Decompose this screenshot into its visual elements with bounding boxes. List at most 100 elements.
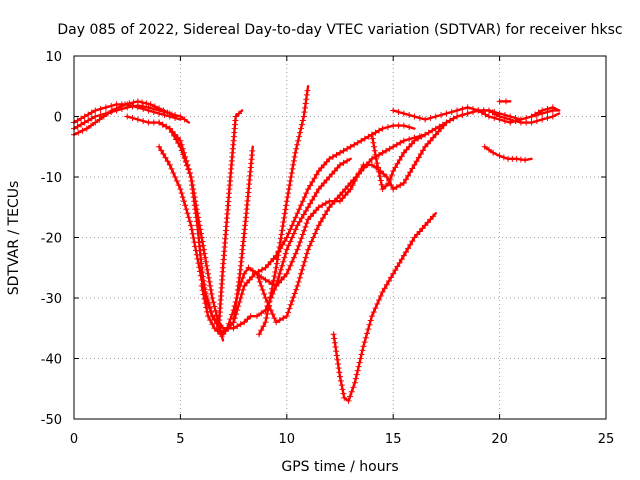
data-point-marker (235, 282, 242, 289)
data-point-marker (330, 331, 337, 338)
data-point-marker (331, 198, 338, 205)
series-trace-15 (481, 143, 533, 164)
data-point-marker (319, 202, 326, 209)
data-point-marker (266, 278, 273, 285)
data-point-marker (280, 315, 287, 322)
data-point-marker (207, 286, 214, 293)
data-point-marker (196, 264, 203, 271)
data-point-marker (264, 306, 271, 313)
data-point-marker (485, 146, 492, 153)
data-point-marker (268, 289, 275, 296)
data-point-marker (236, 274, 243, 281)
data-point-marker (398, 256, 405, 263)
data-series (71, 85, 561, 404)
data-point-marker (130, 99, 137, 106)
data-point-marker (369, 135, 376, 142)
data-point-marker (290, 218, 297, 225)
data-point-marker (299, 198, 306, 205)
data-point-marker (317, 218, 324, 225)
data-point-marker (247, 313, 254, 320)
data-point-marker (326, 155, 333, 162)
data-point-marker (290, 294, 297, 301)
data-point-marker (282, 206, 289, 213)
data-point-marker (173, 178, 180, 185)
data-point-marker (277, 266, 284, 273)
data-point-marker (191, 198, 198, 205)
data-point-marker (209, 295, 216, 301)
data-point-marker (203, 262, 210, 269)
data-point-marker (198, 276, 205, 283)
data-point-marker (481, 143, 488, 150)
x-tick-label: 10 (279, 432, 296, 447)
data-point-marker (200, 291, 207, 298)
data-point-marker (382, 183, 389, 190)
data-point-marker (430, 134, 437, 141)
data-point-marker (366, 321, 373, 328)
data-point-marker (311, 175, 318, 182)
data-point-marker (254, 270, 261, 277)
data-point-marker (281, 254, 288, 261)
data-point-marker (318, 183, 325, 190)
data-point-marker (340, 390, 347, 397)
data-point-marker (379, 149, 386, 156)
data-point-marker (191, 239, 198, 246)
data-point-marker (411, 234, 418, 241)
data-point-marker (432, 131, 439, 138)
data-point-marker (182, 202, 189, 209)
data-point-marker (301, 194, 308, 201)
data-point-marker (539, 116, 546, 123)
data-point-marker (178, 190, 185, 197)
data-point-marker (302, 254, 309, 261)
data-point-marker (298, 121, 305, 128)
data-point-marker (337, 149, 343, 156)
series-trace-8 (215, 109, 244, 332)
data-point-marker (340, 159, 347, 166)
data-point-marker (337, 377, 344, 384)
data-point-marker (117, 103, 124, 110)
data-point-marker (164, 109, 171, 116)
series-trace-10 (256, 85, 311, 338)
data-point-marker (85, 117, 92, 124)
y-tick-label: 0 (54, 111, 62, 126)
data-point-marker (184, 161, 191, 168)
data-point-marker (241, 319, 248, 326)
series-line (157, 121, 352, 330)
data-point-marker (289, 298, 296, 305)
data-point-marker (287, 301, 294, 308)
data-point-marker (360, 343, 367, 350)
y-axis-label: SDTVAR / TECUs (6, 181, 22, 296)
data-point-marker (411, 137, 418, 144)
data-point-marker (147, 101, 154, 108)
data-point-marker (207, 282, 214, 289)
data-point-marker (88, 115, 95, 122)
data-point-marker (302, 223, 309, 230)
data-point-marker (415, 154, 422, 161)
data-point-marker (296, 218, 303, 225)
data-point-marker (191, 202, 198, 209)
data-point-marker (270, 277, 277, 284)
data-point-marker (92, 119, 99, 126)
data-point-marker (336, 369, 343, 376)
data-point-marker (347, 143, 354, 150)
data-point-marker (203, 304, 210, 311)
data-point-marker (396, 157, 403, 164)
data-point-marker (281, 273, 288, 280)
data-point-marker (102, 104, 109, 111)
data-point-marker (293, 286, 300, 293)
data-point-marker (301, 258, 308, 265)
data-point-marker (375, 168, 382, 175)
data-point-marker (280, 218, 287, 225)
data-point-marker (189, 182, 196, 189)
data-point-marker (313, 189, 320, 196)
data-point-marker (303, 91, 310, 98)
data-point-marker (339, 189, 346, 196)
data-point-marker (539, 107, 546, 114)
data-point-marker (273, 319, 280, 326)
data-point-marker (351, 178, 358, 185)
data-point-marker (459, 105, 466, 112)
data-point-marker (285, 266, 292, 273)
data-point-marker (500, 154, 507, 161)
data-point-marker (204, 308, 211, 315)
data-point-marker (354, 367, 361, 374)
data-point-marker (174, 134, 181, 141)
